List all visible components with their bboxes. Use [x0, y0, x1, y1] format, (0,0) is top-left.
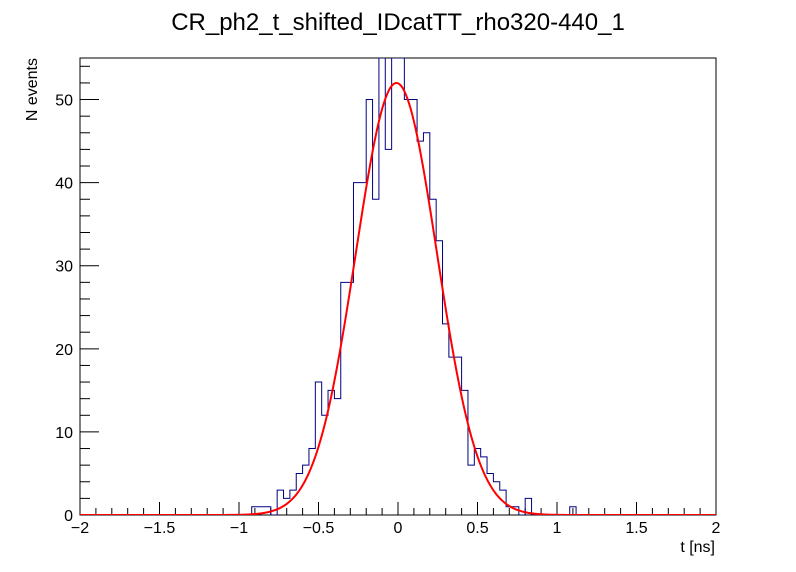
histogram-layer — [80, 58, 716, 515]
y-tick-label: 0 — [64, 508, 73, 525]
x-tick-label: 0.5 — [466, 520, 488, 537]
x-tick-label: −2 — [71, 520, 89, 537]
y-tick-labels: 0 10 20 30 40 50 — [55, 93, 73, 525]
x-tick-label: 1 — [553, 520, 562, 537]
y-tick-label: 10 — [55, 425, 73, 442]
chart-title: CR_ph2_t_shifted_IDcatTT_rho320-440_1 — [171, 9, 625, 36]
y-axis-label: N events — [24, 58, 41, 121]
x-axis-label: t [ns] — [680, 539, 715, 556]
x-tick-labels: −2 −1.5 −1 −0.5 0 0.5 1 1.5 2 — [71, 520, 721, 537]
fit-layer — [80, 81, 716, 515]
x-tick-label: 0 — [394, 520, 403, 537]
plot-frame — [79, 57, 717, 516]
histogram-outline — [80, 58, 716, 515]
x-tick-label: −1 — [230, 520, 248, 537]
x-tick-label: 2 — [712, 520, 721, 537]
y-tick-label: 30 — [55, 259, 73, 276]
x-tick-label: −0.5 — [303, 520, 335, 537]
axis-ticks — [79, 65, 717, 516]
y-tick-label: 20 — [55, 342, 73, 359]
x-tick-label: 1.5 — [625, 520, 647, 537]
fit-curve — [80, 81, 716, 515]
x-tick-label: −1.5 — [144, 520, 176, 537]
y-tick-label: 50 — [55, 93, 73, 110]
y-tick-label: 40 — [55, 176, 73, 193]
